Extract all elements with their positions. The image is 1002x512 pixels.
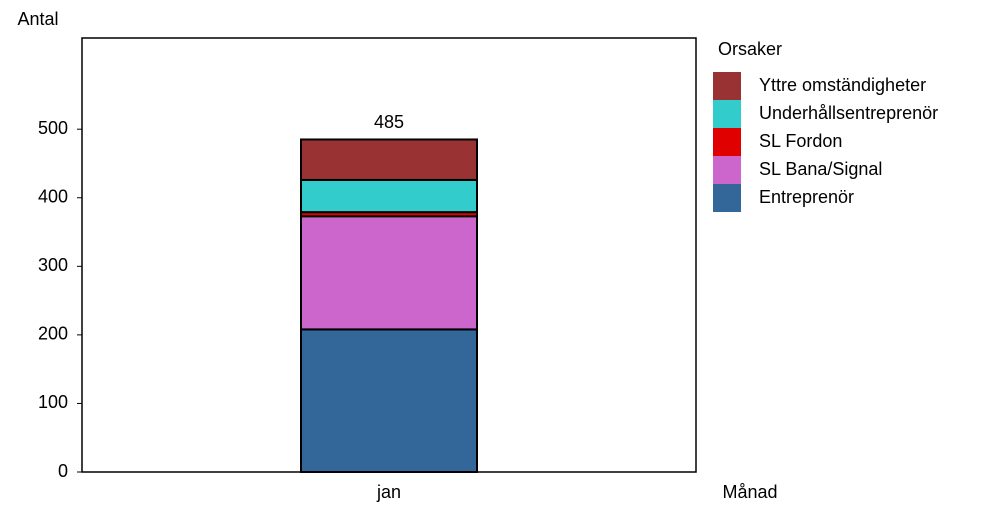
y-tick-label: 300 xyxy=(38,255,68,275)
legend-swatch xyxy=(713,72,741,100)
legend-label: SL Bana/Signal xyxy=(759,159,882,179)
x-tick-label: jan xyxy=(376,482,401,502)
legend-swatch xyxy=(713,100,741,128)
bar-segment xyxy=(300,328,478,473)
legend-swatch xyxy=(713,184,741,212)
y-tick-label: 0 xyxy=(58,461,68,481)
y-axis-label: Antal xyxy=(17,9,58,29)
total-label: 485 xyxy=(374,112,404,132)
legend-label: SL Fordon xyxy=(759,131,842,151)
x-axis-label: Månad xyxy=(722,482,777,502)
legend-swatch xyxy=(713,128,741,156)
legend-label: Entreprenör xyxy=(759,187,854,207)
legend-swatch xyxy=(713,156,741,184)
legend-label: Yttre omständigheter xyxy=(759,75,926,95)
bar-segment xyxy=(300,178,478,214)
y-tick-label: 100 xyxy=(38,392,68,412)
legend-title: Orsaker xyxy=(718,39,782,59)
bar-segment xyxy=(300,138,478,181)
y-tick-label: 400 xyxy=(38,187,68,207)
y-tick-label: 500 xyxy=(38,118,68,138)
legend-label: Underhållsentreprenör xyxy=(759,103,938,123)
y-tick-label: 200 xyxy=(38,324,68,344)
bar-segment xyxy=(300,215,478,331)
